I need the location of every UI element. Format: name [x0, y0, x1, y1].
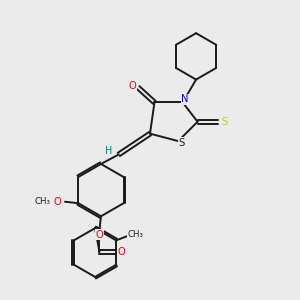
- Text: N: N: [181, 94, 189, 104]
- Text: O: O: [96, 230, 103, 240]
- Text: CH₃: CH₃: [34, 197, 51, 206]
- Text: S: S: [221, 117, 227, 127]
- Text: O: O: [128, 81, 136, 91]
- Text: O: O: [118, 247, 126, 257]
- Text: O: O: [54, 197, 61, 207]
- Text: S: S: [179, 138, 185, 148]
- Text: H: H: [105, 146, 112, 156]
- Text: CH₃: CH₃: [128, 230, 143, 239]
